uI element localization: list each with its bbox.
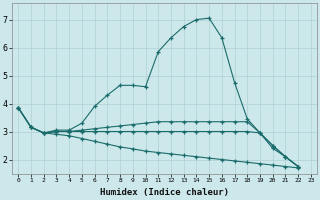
X-axis label: Humidex (Indice chaleur): Humidex (Indice chaleur) bbox=[100, 188, 229, 197]
